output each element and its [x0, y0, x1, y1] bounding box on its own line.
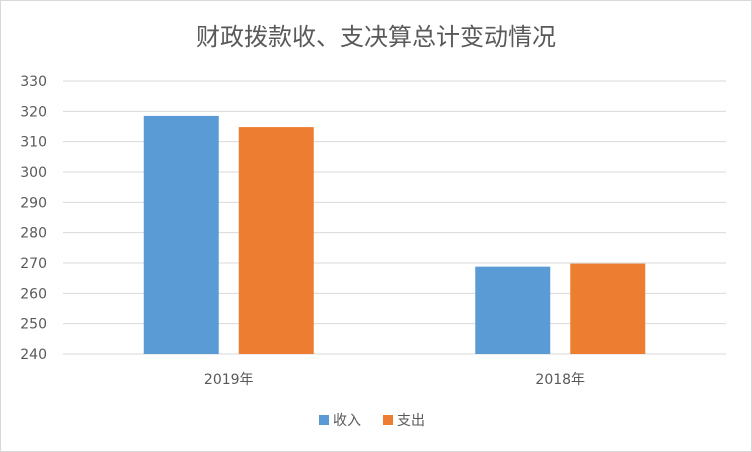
- y-tick-label: 300: [20, 165, 47, 181]
- bar-支出-2018年: [570, 263, 646, 354]
- bar-收入-2019年: [143, 115, 219, 354]
- y-tick-label: 240: [20, 347, 47, 363]
- legend: 收入 支出: [319, 413, 425, 429]
- legend-label-支出: 支出: [397, 413, 425, 429]
- legend-swatch-支出: [383, 415, 393, 425]
- chart-title: 财政拨款收、支决算总计变动情况: [196, 23, 556, 51]
- bar-收入-2018年: [475, 266, 551, 354]
- y-tick-label: 270: [20, 256, 47, 272]
- y-tick-label: 320: [20, 104, 47, 120]
- x-axis-labels: 2019年 2018年: [204, 372, 585, 388]
- y-tick-label: 290: [20, 195, 47, 211]
- legend-swatch-收入: [319, 415, 329, 425]
- y-tick-label: 250: [20, 317, 47, 333]
- x-category-label: 2018年: [535, 372, 585, 388]
- legend-label-收入: 收入: [333, 413, 361, 429]
- x-category-label: 2019年: [204, 372, 254, 388]
- bar-支出-2019年: [238, 127, 314, 355]
- y-tick-label: 330: [20, 74, 47, 90]
- bars: [143, 115, 646, 355]
- y-tick-label: 260: [20, 286, 47, 302]
- y-tick-label: 280: [20, 226, 47, 242]
- y-axis-ticks: 240 250 260 270 280 290 300 310 320 330: [20, 74, 47, 363]
- y-tick-label: 310: [20, 135, 47, 151]
